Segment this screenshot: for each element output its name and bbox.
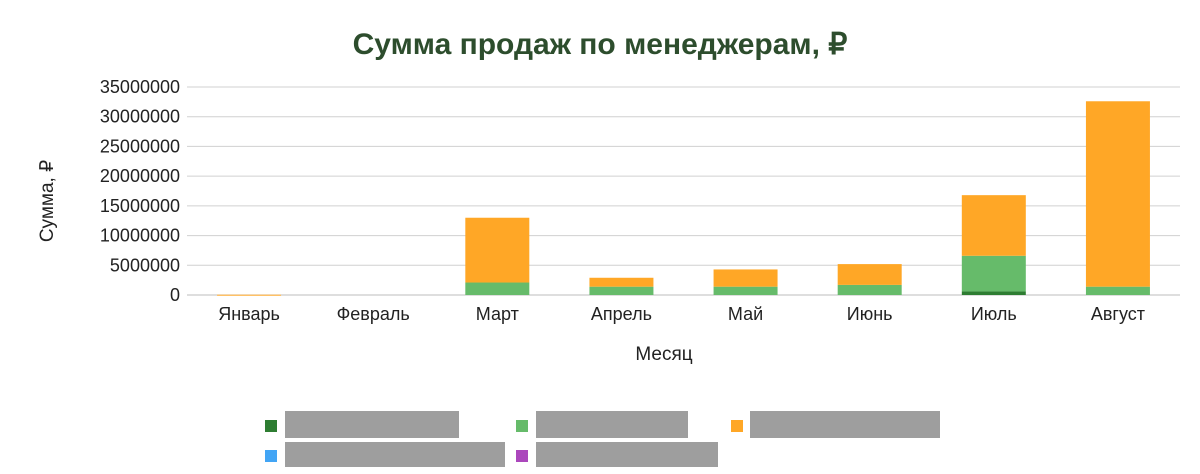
legend-swatch: [516, 420, 528, 432]
x-tick-label: Февраль: [337, 304, 410, 324]
legend-label-redacted: [285, 411, 459, 438]
x-axis-title: Месяц: [635, 344, 692, 365]
y-axis-title: Сумма, ₽: [37, 160, 58, 242]
bar-segment: [837, 264, 902, 285]
bar-segment: [465, 217, 530, 283]
legend-swatch: [265, 450, 277, 462]
bar-segment: [961, 291, 1026, 295]
legend-swatch: [265, 420, 277, 432]
x-tick-label: Апрель: [591, 304, 652, 324]
bar-segment: [713, 286, 778, 295]
legend-item: [516, 411, 688, 438]
legend-label-redacted: [536, 442, 718, 467]
legend-swatch: [516, 450, 528, 462]
legend-item: [265, 442, 505, 467]
y-tick-label: 0: [170, 285, 180, 305]
x-tick-label: Июль: [971, 304, 1017, 324]
bar-segment: [961, 255, 1026, 292]
legend-label-redacted: [750, 411, 940, 438]
bar-segment: [713, 269, 778, 287]
bar-segment: [961, 195, 1026, 256]
y-tick-label: 15000000: [100, 196, 180, 216]
legend-item: [265, 411, 459, 438]
axes: 0 5000000 10000000 15000000 20000000 25000000…: [100, 77, 1145, 324]
bars: [217, 101, 1150, 296]
x-tick-label: Март: [476, 304, 519, 324]
bar-segment: [1085, 101, 1150, 287]
y-tick-label: 5000000: [110, 255, 180, 275]
x-tick-label: Май: [728, 304, 763, 324]
y-tick-label: 20000000: [100, 166, 180, 186]
x-tick-label: Июнь: [847, 304, 893, 324]
bar-segment: [1085, 286, 1150, 295]
chart-title: Сумма продаж по менеджерам, ₽: [353, 28, 848, 61]
bar-segment: [217, 294, 282, 296]
y-tick-label: 25000000: [100, 136, 180, 156]
legend-item: [731, 411, 940, 438]
bar-segment: [589, 286, 654, 295]
legend-label-redacted: [536, 411, 688, 438]
legend: [265, 411, 940, 467]
y-tick-label: 30000000: [100, 107, 180, 127]
legend-item: [516, 442, 718, 467]
x-tick-label: Август: [1091, 304, 1145, 324]
bar-segment: [589, 277, 654, 287]
bar-segment: [465, 282, 530, 295]
y-tick-label: 35000000: [100, 77, 180, 97]
gridlines: [187, 86, 1180, 296]
y-tick-label: 10000000: [100, 226, 180, 246]
legend-swatch: [731, 420, 743, 432]
x-tick-label: Январь: [218, 304, 280, 324]
legend-label-redacted: [285, 442, 505, 467]
bar-segment: [837, 284, 902, 295]
